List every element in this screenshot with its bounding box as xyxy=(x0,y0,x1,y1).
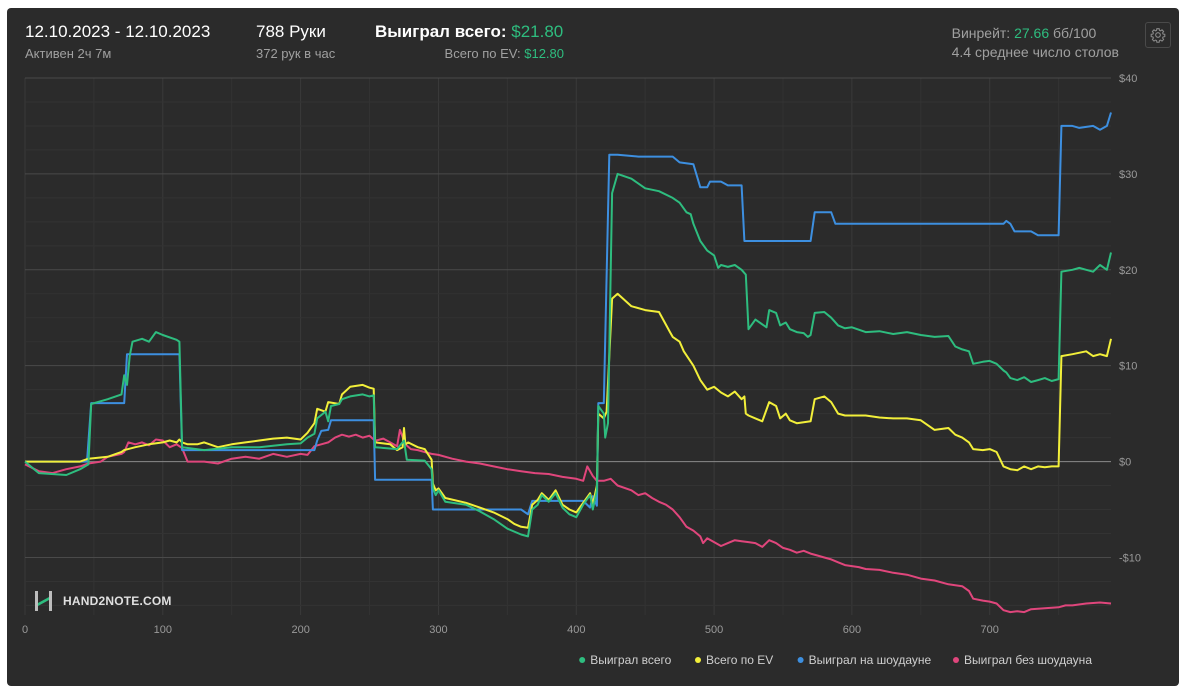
won-total-block: Выиграл всего: $21.80 Всего по EV: $12.8… xyxy=(375,22,564,61)
y-tick-label: $20 xyxy=(1119,265,1137,277)
x-tick-label: 0 xyxy=(22,624,28,636)
y-tick-label: $40 xyxy=(1119,73,1137,85)
x-tick-label: 600 xyxy=(843,624,861,636)
y-tick-label: -$10 xyxy=(1119,552,1141,564)
series-line xyxy=(25,112,1112,516)
chart-series xyxy=(24,112,1112,614)
date-range-block: 12.10.2023 - 12.10.2023 Активен 2ч 7м xyxy=(25,22,210,61)
brand-name: HAND2NOTE.COM xyxy=(63,594,172,608)
chart-grid xyxy=(24,77,1111,615)
chart-legend: Выиграл всего Всего по EV Выиграл на шоуда… xyxy=(579,653,1092,667)
series-line xyxy=(24,428,1112,614)
winrate-label: Винрейт: xyxy=(951,25,1011,41)
legend-label: Выиграл без шоудауна xyxy=(964,653,1092,667)
legend-label: Выиграл всего xyxy=(590,653,671,667)
hands-block: 788 Руки 372 рук в час xyxy=(256,22,335,61)
legend-marker xyxy=(953,657,959,663)
graph-panel: 12.10.2023 - 12.10.2023 Активен 2ч 7м 78… xyxy=(7,8,1179,686)
active-time: Активен 2ч 7м xyxy=(25,46,112,61)
won-total-value: $21.80 xyxy=(511,22,564,41)
chart-axes: $40 $30 $20 $10 $0 -$10 0 100 200 300 400 500 600 700 xyxy=(22,73,1141,636)
settings-button[interactable] xyxy=(1145,22,1171,48)
brand-logo: HAND2NOTE.COM xyxy=(33,588,172,614)
hand2note-logo-icon xyxy=(35,591,52,611)
x-tick-label: 500 xyxy=(705,624,723,636)
series-line xyxy=(24,172,1112,538)
y-tick-label: $0 xyxy=(1119,457,1131,469)
ev-label: Всего по EV: xyxy=(444,46,521,61)
x-tick-label: 200 xyxy=(291,624,309,636)
hands-count: 788 Руки xyxy=(256,22,326,41)
series-line xyxy=(25,292,1112,529)
y-tick-label: $30 xyxy=(1119,169,1137,181)
x-tick-label: 400 xyxy=(567,624,585,636)
avg-tables: 4.4 среднее число столов xyxy=(951,44,1119,60)
x-tick-label: 700 xyxy=(981,624,999,636)
legend-marker xyxy=(579,657,586,663)
x-tick-label: 300 xyxy=(429,624,447,636)
legend-label: Выиграл на шоудауне xyxy=(809,653,932,667)
x-tick-label: 100 xyxy=(154,624,172,636)
legend-marker xyxy=(797,657,804,663)
legend-marker xyxy=(695,657,701,663)
hands-per-hour: 372 рук в час xyxy=(256,46,336,61)
winrate-block: Винрейт: 27.66 бб/100 4.4 среднее число … xyxy=(952,24,1119,62)
winrate-value: 27.66 xyxy=(1014,25,1050,41)
y-tick-label: $10 xyxy=(1119,361,1137,373)
won-total-label: Выиграл всего: xyxy=(375,22,507,41)
date-range: 12.10.2023 - 12.10.2023 xyxy=(25,22,211,41)
gear-icon xyxy=(1150,28,1166,43)
legend-label: Всего по EV xyxy=(706,653,773,667)
winrate-unit: бб/100 xyxy=(1053,25,1097,41)
ev-value: $12.80 xyxy=(524,46,564,61)
profit-chart: $40 $30 $20 $10 $0 -$10 0 100 200 300 400 500 600 700… xyxy=(22,73,1141,667)
